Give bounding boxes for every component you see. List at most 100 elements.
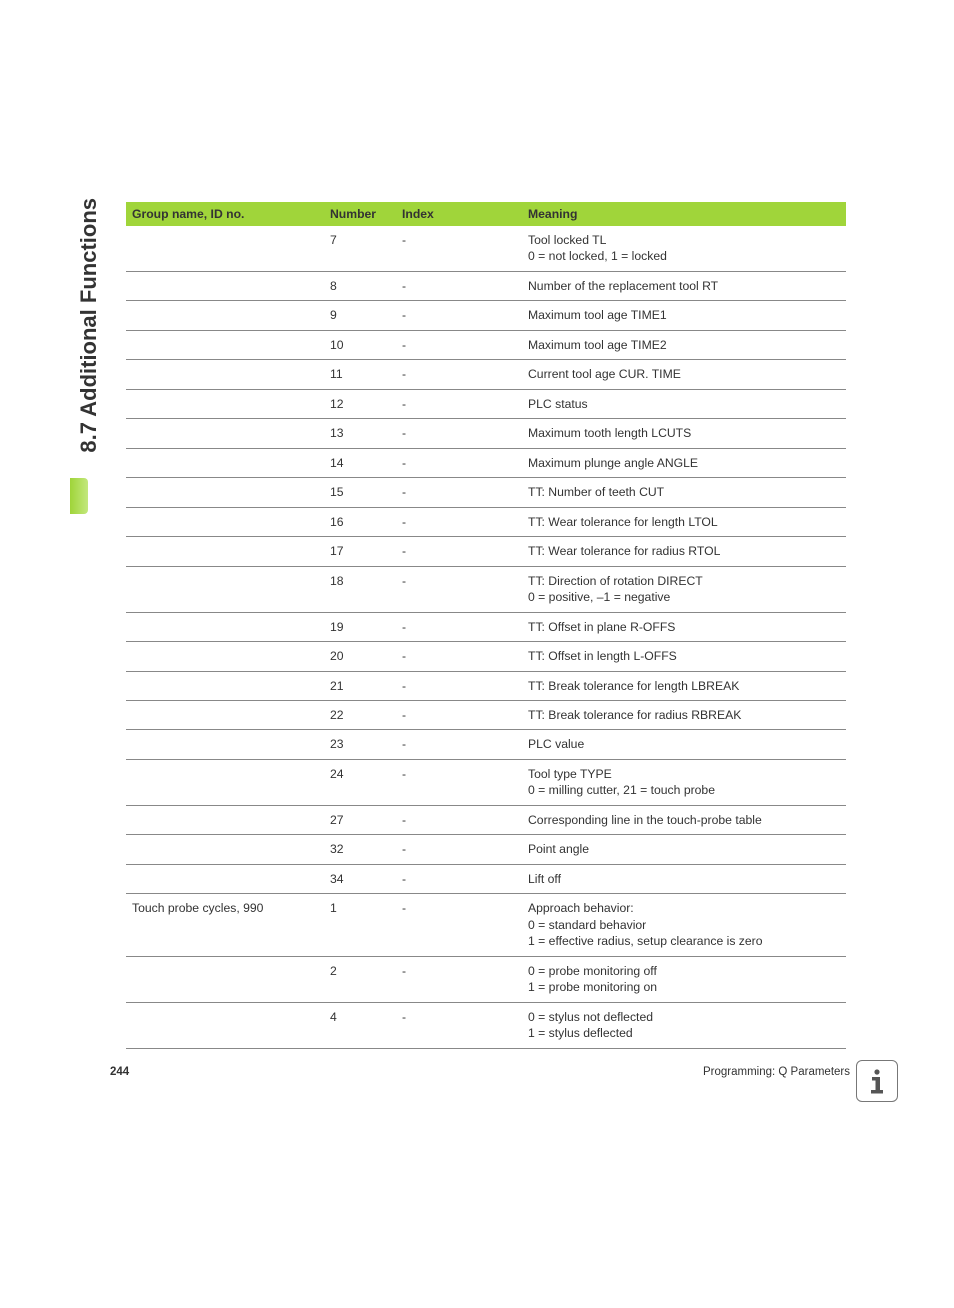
cell-meaning: TT: Break tolerance for radius RBREAK xyxy=(522,700,846,729)
cell-meaning: Maximum tool age TIME2 xyxy=(522,330,846,359)
cell-group xyxy=(126,537,324,566)
table-row: Touch probe cycles, 9901-Approach behavi… xyxy=(126,894,846,956)
cell-meaning: Maximum tool age TIME1 xyxy=(522,301,846,330)
cell-group xyxy=(126,226,324,271)
cell-meaning: TT: Offset in plane R-OFFS xyxy=(522,612,846,641)
header-group: Group name, ID no. xyxy=(126,202,324,226)
cell-number: 11 xyxy=(324,360,396,389)
cell-meaning: TT: Wear tolerance for radius RTOL xyxy=(522,537,846,566)
cell-group xyxy=(126,330,324,359)
cell-meaning: Maximum plunge angle ANGLE xyxy=(522,448,846,477)
cell-meaning: Tool type TYPE0 = milling cutter, 21 = t… xyxy=(522,759,846,805)
header-meaning: Meaning xyxy=(522,202,846,226)
cell-group xyxy=(126,671,324,700)
cell-number: 1 xyxy=(324,894,396,956)
cell-meaning: Corresponding line in the touch-probe ta… xyxy=(522,805,846,834)
cell-index: - xyxy=(396,226,522,271)
cell-number: 14 xyxy=(324,448,396,477)
cell-meaning: PLC status xyxy=(522,389,846,418)
cell-index: - xyxy=(396,271,522,300)
table-row: 34-Lift off xyxy=(126,864,846,893)
cell-meaning: TT: Break tolerance for length LBREAK xyxy=(522,671,846,700)
cell-index: - xyxy=(396,612,522,641)
table-row: 17-TT: Wear tolerance for radius RTOL xyxy=(126,537,846,566)
cell-number: 24 xyxy=(324,759,396,805)
cell-meaning: Current tool age CUR. TIME xyxy=(522,360,846,389)
cell-group xyxy=(126,389,324,418)
cell-meaning: Tool locked TL0 = not locked, 1 = locked xyxy=(522,226,846,271)
cell-group xyxy=(126,448,324,477)
cell-number: 9 xyxy=(324,301,396,330)
page-number: 244 xyxy=(110,1066,129,1078)
cell-index: - xyxy=(396,360,522,389)
parameters-table: Group name, ID no. Number Index Meaning … xyxy=(126,202,846,1049)
table-row: 8-Number of the replacement tool RT xyxy=(126,271,846,300)
cell-index: - xyxy=(396,566,522,612)
cell-number: 16 xyxy=(324,507,396,536)
table-row: 16-TT: Wear tolerance for length LTOL xyxy=(126,507,846,536)
cell-number: 15 xyxy=(324,478,396,507)
cell-group xyxy=(126,642,324,671)
cell-number: 27 xyxy=(324,805,396,834)
cell-meaning: Number of the replacement tool RT xyxy=(522,271,846,300)
content-area: Group name, ID no. Number Index Meaning … xyxy=(126,202,846,1049)
cell-group xyxy=(126,835,324,864)
cell-meaning: Approach behavior:0 = standard behavior1… xyxy=(522,894,846,956)
table-row: 18-TT: Direction of rotation DIRECT0 = p… xyxy=(126,566,846,612)
cell-index: - xyxy=(396,894,522,956)
side-accent xyxy=(70,478,88,514)
cell-group: Touch probe cycles, 990 xyxy=(126,894,324,956)
table-row: 7-Tool locked TL0 = not locked, 1 = lock… xyxy=(126,226,846,271)
cell-meaning: 0 = probe monitoring off1 = probe monito… xyxy=(522,956,846,1002)
info-icon xyxy=(856,1060,898,1102)
cell-number: 10 xyxy=(324,330,396,359)
header-number: Number xyxy=(324,202,396,226)
cell-group xyxy=(126,566,324,612)
cell-number: 13 xyxy=(324,419,396,448)
cell-index: - xyxy=(396,448,522,477)
cell-number: 18 xyxy=(324,566,396,612)
cell-group xyxy=(126,419,324,448)
cell-index: - xyxy=(396,1002,522,1048)
cell-index: - xyxy=(396,507,522,536)
cell-index: - xyxy=(396,805,522,834)
table-row: 10-Maximum tool age TIME2 xyxy=(126,330,846,359)
cell-index: - xyxy=(396,759,522,805)
table-row: 15-TT: Number of teeth CUT xyxy=(126,478,846,507)
cell-meaning: Point angle xyxy=(522,835,846,864)
table-row: 21-TT: Break tolerance for length LBREAK xyxy=(126,671,846,700)
cell-group xyxy=(126,1002,324,1048)
cell-group xyxy=(126,271,324,300)
cell-index: - xyxy=(396,478,522,507)
cell-group xyxy=(126,612,324,641)
table-row: 19-TT: Offset in plane R-OFFS xyxy=(126,612,846,641)
cell-number: 23 xyxy=(324,730,396,759)
cell-number: 8 xyxy=(324,271,396,300)
cell-group xyxy=(126,700,324,729)
cell-index: - xyxy=(396,730,522,759)
cell-group xyxy=(126,759,324,805)
cell-number: 2 xyxy=(324,956,396,1002)
table-row: 11-Current tool age CUR. TIME xyxy=(126,360,846,389)
header-index: Index xyxy=(396,202,522,226)
section-heading: 8.7 Additional Functions xyxy=(76,198,102,498)
table-row: 24-Tool type TYPE0 = milling cutter, 21 … xyxy=(126,759,846,805)
cell-meaning: PLC value xyxy=(522,730,846,759)
cell-index: - xyxy=(396,700,522,729)
side-tab: 8.7 Additional Functions xyxy=(76,198,110,498)
table-row: 13-Maximum tooth length LCUTS xyxy=(126,419,846,448)
footer-section-label: Programming: Q Parameters xyxy=(703,1066,850,1078)
cell-number: 32 xyxy=(324,835,396,864)
cell-meaning: TT: Wear tolerance for length LTOL xyxy=(522,507,846,536)
cell-group xyxy=(126,956,324,1002)
cell-group xyxy=(126,864,324,893)
cell-index: - xyxy=(396,642,522,671)
table-row: 2-0 = probe monitoring off1 = probe moni… xyxy=(126,956,846,1002)
cell-number: 22 xyxy=(324,700,396,729)
cell-number: 4 xyxy=(324,1002,396,1048)
cell-meaning: Lift off xyxy=(522,864,846,893)
cell-group xyxy=(126,507,324,536)
cell-group xyxy=(126,301,324,330)
cell-index: - xyxy=(396,301,522,330)
cell-number: 12 xyxy=(324,389,396,418)
